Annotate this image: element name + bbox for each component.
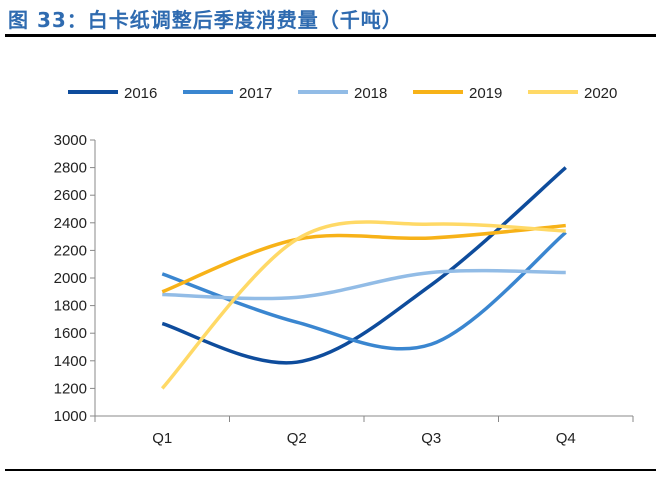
y-tick-label: 2200 [54,242,87,259]
series-line-2016 [161,166,567,365]
y-tick-label: 1200 [54,380,87,397]
series-line-2020 [160,220,566,390]
x-tick-label: Q3 [421,430,441,447]
y-tick-label: 1000 [54,408,87,425]
y-tick-label: 1400 [54,353,87,370]
y-tick-label: 2000 [54,270,87,287]
y-tick-label: 1800 [54,298,87,315]
y-tick-label: 2800 [54,160,87,177]
legend-label-2018: 2018 [354,85,387,102]
legend-label-2017: 2017 [239,85,272,102]
series-line-2018 [162,268,566,301]
bottom-rule [5,469,656,471]
legend-label-2016: 2016 [124,85,157,102]
y-tick-label: 2400 [54,215,87,232]
x-tick-label: Q2 [287,430,307,447]
legend-label-2020: 2020 [584,85,617,102]
x-tick-label: Q4 [556,430,576,447]
y-tick-label: 1600 [54,325,87,342]
x-tick-label: Q1 [152,430,172,447]
chart-title: 图 33：白卡纸调整后季度消费量（千吨） [8,8,403,32]
series-line-2019 [161,223,566,294]
y-tick-label: 2600 [54,187,87,204]
title-rule [5,34,656,37]
y-tick-label: 3000 [54,132,87,149]
legend-label-2019: 2019 [469,85,502,102]
